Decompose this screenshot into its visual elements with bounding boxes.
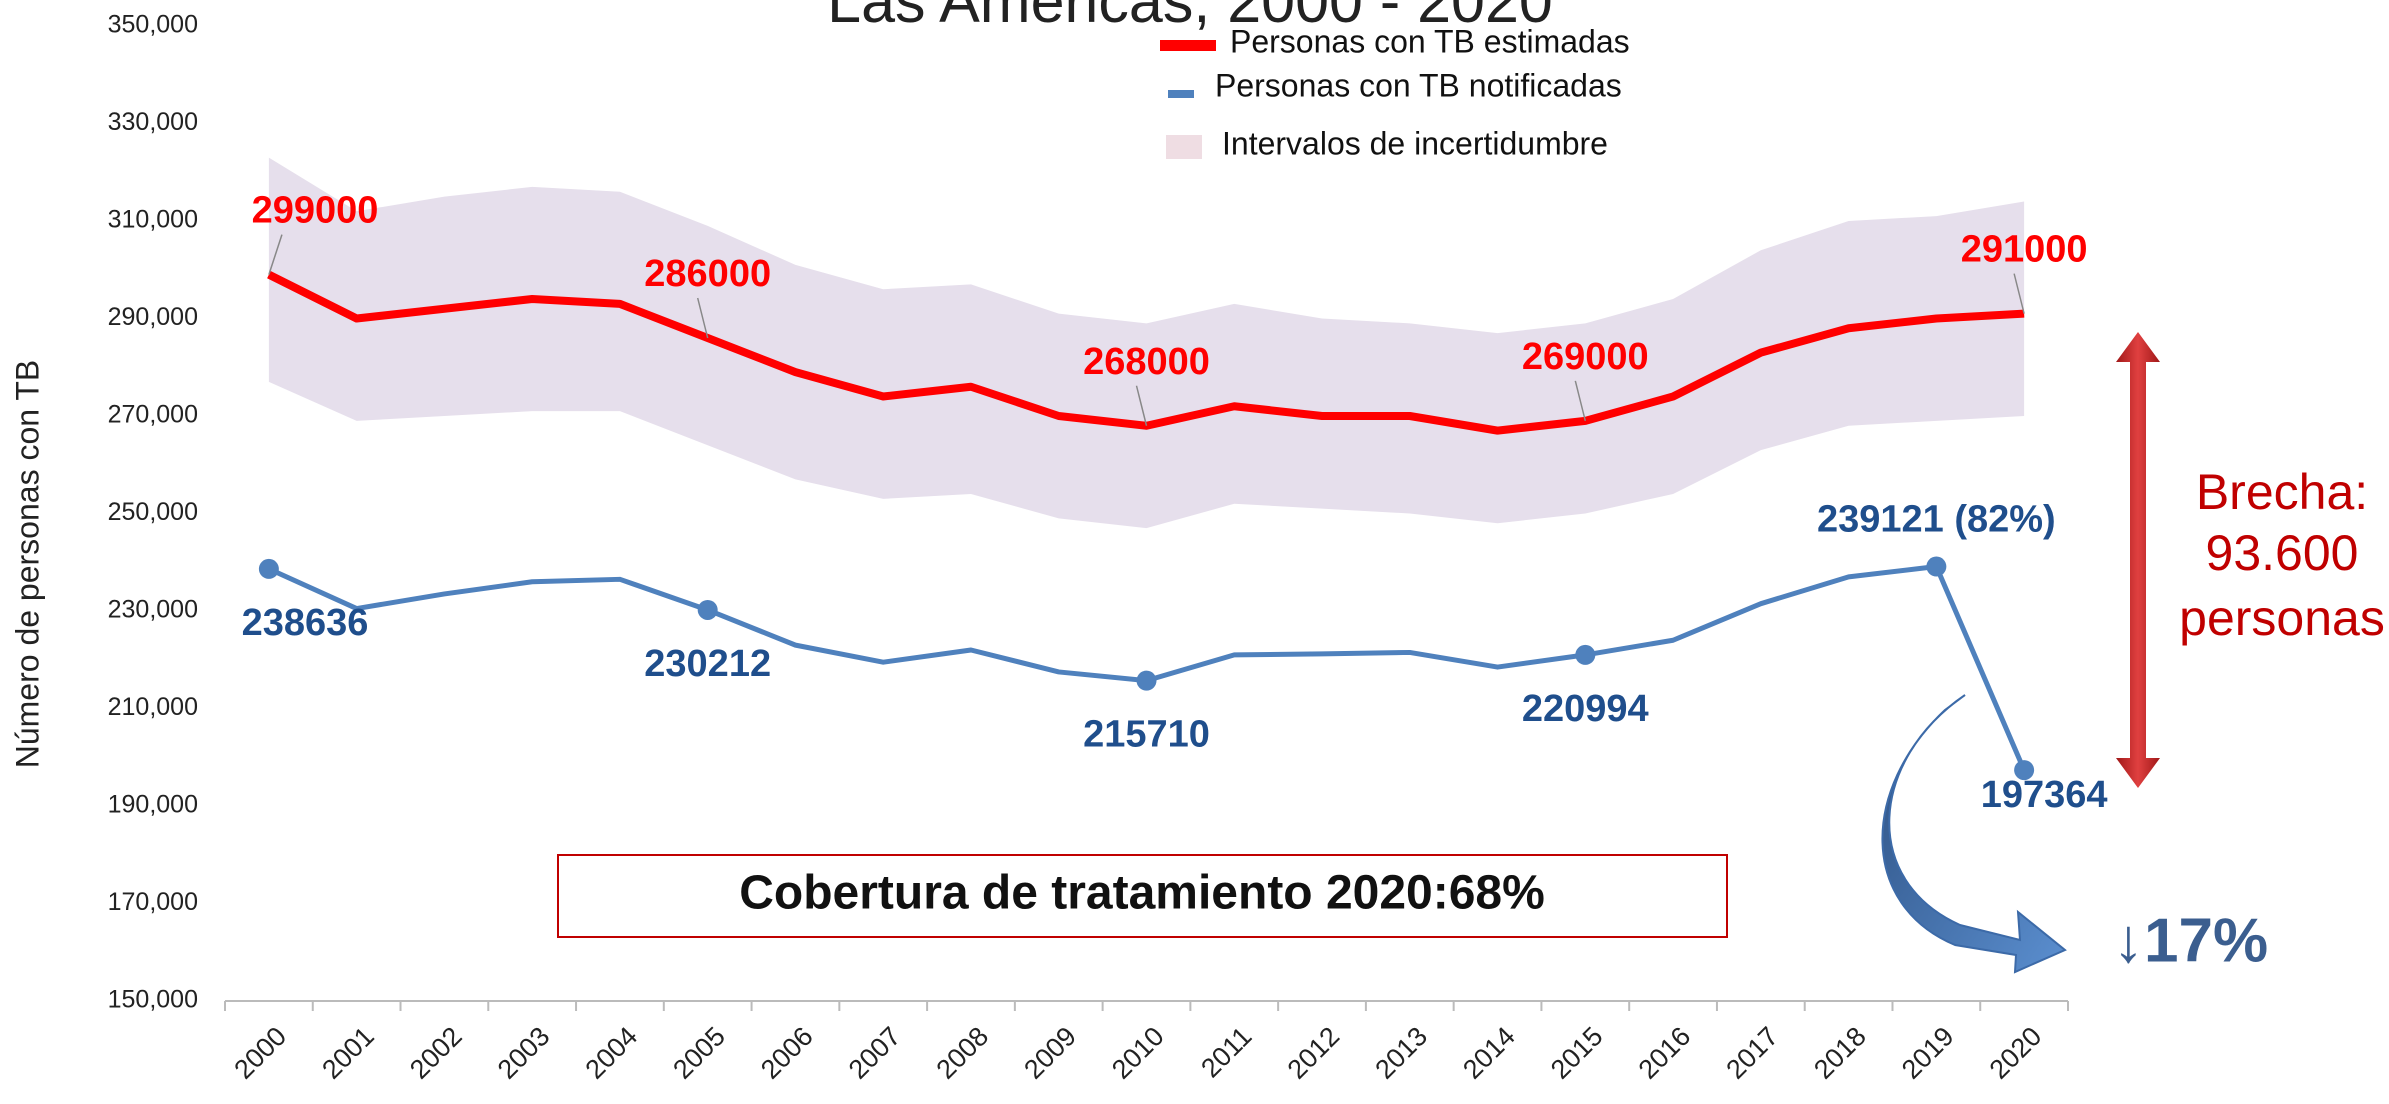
data-label: 291000 xyxy=(1961,229,2088,271)
legend-swatch xyxy=(1166,135,1202,159)
data-point xyxy=(259,559,279,579)
legend-swatch xyxy=(1160,40,1216,51)
x-tick-label: 2012 xyxy=(1282,1021,1346,1085)
y-tick-label: 270,000 xyxy=(108,401,198,429)
legend-label: Personas con TB notificadas xyxy=(1215,67,1622,103)
data-label: 197364 xyxy=(1981,774,2108,816)
x-tick-label: 2003 xyxy=(492,1021,556,1085)
x-tick-label: 2011 xyxy=(1195,1021,1257,1083)
data-point xyxy=(698,600,718,620)
x-tick-label: 2007 xyxy=(843,1021,907,1085)
x-tick-label: 2000 xyxy=(228,1021,292,1085)
drop-annotation: ↓17% xyxy=(2113,906,2268,975)
gap-arrow xyxy=(2116,332,2160,788)
data-point xyxy=(1926,557,1946,577)
x-tick-label: 2013 xyxy=(1369,1021,1433,1085)
x-tick-label: 2008 xyxy=(931,1021,995,1085)
y-tick-label: 310,000 xyxy=(108,206,198,234)
x-tick-label: 2018 xyxy=(1808,1021,1872,1085)
y-tick-label: 210,000 xyxy=(108,693,198,721)
x-tick-label: 2005 xyxy=(667,1021,731,1085)
data-point xyxy=(1137,671,1157,691)
gap-annotation: Brecha: xyxy=(2196,464,2368,520)
y-tick-label: 170,000 xyxy=(108,888,198,916)
data-label: 268000 xyxy=(1083,341,1210,383)
y-tick-label: 230,000 xyxy=(108,596,198,624)
legend-swatch xyxy=(1168,90,1194,98)
y-tick-label: 290,000 xyxy=(108,303,198,331)
x-tick-label: 2001 xyxy=(316,1021,380,1085)
y-axis-label: Número de personas con TB xyxy=(9,360,45,769)
y-tick-label: 250,000 xyxy=(108,498,198,526)
drop-arrow xyxy=(1882,695,2065,972)
x-tick-label: 2017 xyxy=(1720,1021,1784,1085)
y-tick-label: 190,000 xyxy=(108,791,198,819)
data-label: 269000 xyxy=(1522,336,1649,378)
x-tick-label: 2015 xyxy=(1545,1021,1609,1085)
x-tick-label: 2014 xyxy=(1457,1021,1521,1085)
x-tick-label: 2009 xyxy=(1018,1021,1082,1085)
data-label: 239121 (82%) xyxy=(1817,499,2056,541)
x-tick-label: 2006 xyxy=(755,1021,819,1085)
data-label: 238636 xyxy=(242,602,369,644)
legend-label: Personas con TB estimadas xyxy=(1230,23,1630,59)
chart: Las Américas, 2000 - 2020 Número de pers… xyxy=(0,0,2389,1104)
gap-annotation: personas xyxy=(2179,590,2385,646)
y-tick-label: 330,000 xyxy=(108,108,198,136)
data-label: 286000 xyxy=(644,253,771,295)
y-tick-label: 150,000 xyxy=(108,986,198,1014)
legend-label: Intervalos de incertidumbre xyxy=(1222,125,1608,161)
data-label: 299000 xyxy=(252,190,379,232)
y-tick-label: 350,000 xyxy=(108,11,198,39)
data-label: 215710 xyxy=(1083,714,1210,756)
coverage-annotation: Cobertura de tratamiento 2020:68% xyxy=(739,867,1545,920)
x-tick-label: 2010 xyxy=(1106,1021,1170,1085)
gap-annotation: 93.600 xyxy=(2206,525,2359,581)
data-label: 230212 xyxy=(644,643,771,685)
x-tick-label: 2016 xyxy=(1633,1021,1697,1085)
data-label: 220994 xyxy=(1522,688,1649,730)
x-tick-label: 2004 xyxy=(580,1021,644,1085)
x-tick-label: 2020 xyxy=(1984,1021,2048,1085)
x-tick-label: 2002 xyxy=(404,1021,468,1085)
x-tick-label: 2019 xyxy=(1896,1021,1960,1085)
data-point xyxy=(1575,645,1595,665)
